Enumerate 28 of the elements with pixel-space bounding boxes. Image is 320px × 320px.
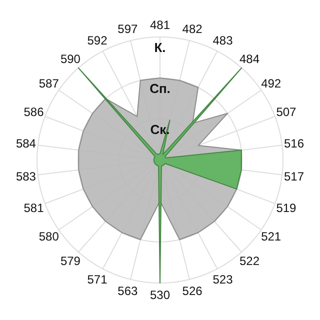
spoke-label: 521 [261, 230, 282, 244]
spoke-label: 526 [182, 284, 203, 298]
spoke-label: 482 [182, 22, 203, 36]
spoke-label: 583 [16, 169, 36, 184]
spoke-label: 579 [60, 254, 81, 268]
spoke-label: 571 [87, 272, 108, 287]
spoke-label: 581 [24, 200, 44, 215]
spoke-label: 586 [24, 105, 44, 120]
spoke-label: 484 [240, 52, 260, 66]
spoke-label: 522 [240, 254, 260, 268]
spoke-label: 516 [284, 136, 304, 151]
y-tick-label: Сп. [150, 81, 170, 96]
spoke-label: 483 [212, 33, 234, 48]
spoke-label: 481 [150, 18, 170, 32]
spoke-label: 587 [38, 76, 60, 90]
spoke-label: 530 [150, 288, 170, 302]
spoke-label: 492 [261, 76, 282, 90]
spoke-label: 517 [284, 169, 304, 184]
spoke-label: 523 [212, 272, 234, 287]
spoke-label: 584 [16, 136, 36, 151]
spoke-label: 507 [276, 105, 297, 120]
spoke-label: 590 [60, 52, 81, 66]
spoke-label: 592 [87, 33, 108, 48]
y-tick-label: К. [154, 40, 166, 55]
spoke-label: 580 [38, 230, 60, 244]
spoke-label: 597 [118, 22, 138, 36]
spoke-label: 519 [276, 200, 297, 215]
spoke-label: 563 [118, 284, 138, 298]
